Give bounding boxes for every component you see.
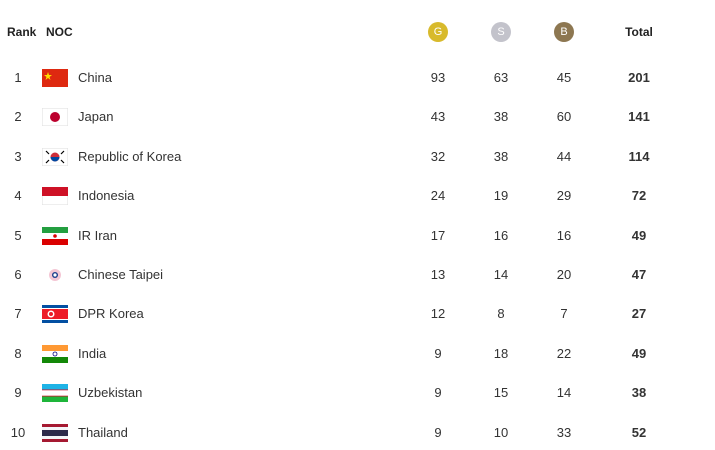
flag-icon bbox=[42, 384, 68, 403]
total-count: 47 bbox=[631, 267, 647, 282]
rank: 6 bbox=[14, 267, 22, 282]
gold-count: 9 bbox=[434, 345, 442, 361]
country-name: Uzbekistan bbox=[78, 385, 143, 401]
gold-count: 93 bbox=[430, 70, 446, 85]
total-count: 141 bbox=[628, 109, 650, 125]
total-count: 49 bbox=[631, 227, 647, 243]
flag-icon bbox=[42, 305, 68, 324]
bronze-count: 44 bbox=[556, 148, 572, 164]
gold-count: 13 bbox=[430, 267, 446, 282]
country-name: Indonesia bbox=[78, 188, 135, 204]
gold-count: 17 bbox=[430, 227, 446, 243]
total-count: 201 bbox=[628, 70, 650, 85]
country-name: India bbox=[78, 345, 107, 361]
flag bbox=[41, 186, 69, 206]
rank: 9 bbox=[14, 385, 22, 401]
bronze-count: 20 bbox=[556, 267, 572, 282]
gold-count: 43 bbox=[430, 109, 446, 125]
flag bbox=[42, 69, 68, 87]
total-count: 38 bbox=[631, 385, 647, 401]
flag bbox=[42, 226, 68, 245]
bronze-count: 16 bbox=[556, 227, 572, 243]
flag bbox=[41, 147, 69, 167]
total-count: 72 bbox=[631, 188, 647, 204]
noc-header: NOC bbox=[46, 25, 73, 39]
country-name: Republic of Korea bbox=[78, 148, 182, 164]
bronze-count: 22 bbox=[556, 345, 572, 361]
bronze-count: 33 bbox=[556, 424, 572, 440]
country-name: China bbox=[78, 70, 112, 85]
rank: 3 bbox=[14, 148, 22, 164]
total-count: 52 bbox=[631, 424, 647, 440]
rank: 2 bbox=[14, 109, 22, 125]
gold-count: 9 bbox=[434, 424, 442, 440]
gold-header: G bbox=[428, 22, 448, 42]
silver-count: 38 bbox=[493, 109, 509, 125]
bronze-count: 7 bbox=[560, 306, 568, 322]
silver-count: 18 bbox=[493, 345, 509, 361]
flag-icon bbox=[42, 266, 68, 284]
gold-count: 12 bbox=[430, 306, 446, 322]
rank: 4 bbox=[14, 188, 22, 204]
flag-icon bbox=[42, 344, 68, 363]
bronze-count: 29 bbox=[556, 188, 572, 204]
total-count: 49 bbox=[631, 345, 647, 361]
silver-header: S bbox=[491, 22, 511, 42]
flag bbox=[42, 266, 68, 284]
rank: 1 bbox=[14, 70, 22, 85]
bronze-count: 45 bbox=[556, 70, 572, 85]
silver-count: 15 bbox=[493, 385, 509, 401]
gold-count: 32 bbox=[430, 148, 446, 164]
country-name: Chinese Taipei bbox=[78, 267, 164, 282]
flag bbox=[42, 344, 68, 363]
country-name: Japan bbox=[78, 109, 114, 125]
rank: 8 bbox=[14, 345, 22, 361]
flag bbox=[42, 423, 68, 442]
country-name: Thailand bbox=[78, 424, 128, 440]
flag-icon bbox=[41, 147, 69, 167]
rank-header: Rank bbox=[7, 25, 37, 39]
gold-count: 24 bbox=[430, 188, 446, 204]
rank: 7 bbox=[14, 306, 22, 322]
silver-count: 38 bbox=[493, 148, 509, 164]
total-count: 114 bbox=[628, 148, 650, 164]
country-name: DPR Korea bbox=[78, 306, 144, 322]
flag-icon bbox=[42, 69, 68, 87]
country-name: IR Iran bbox=[78, 227, 118, 243]
rank: 5 bbox=[14, 227, 22, 243]
total-count: 27 bbox=[631, 306, 647, 322]
silver-count: 10 bbox=[493, 424, 509, 440]
total-header: Total bbox=[625, 25, 653, 39]
flag bbox=[41, 107, 69, 127]
flag-icon bbox=[41, 186, 69, 206]
flag bbox=[42, 305, 68, 324]
gold-count: 9 bbox=[434, 385, 442, 401]
bronze-count: 14 bbox=[556, 385, 572, 401]
silver-count: 63 bbox=[493, 70, 509, 85]
silver-count: 14 bbox=[493, 267, 509, 282]
flag bbox=[42, 384, 68, 403]
flag-icon bbox=[42, 226, 68, 245]
flag-icon bbox=[42, 423, 68, 442]
flag-icon bbox=[41, 107, 69, 127]
silver-count: 19 bbox=[493, 188, 509, 204]
rank: 10 bbox=[10, 424, 26, 440]
bronze-header: B bbox=[554, 22, 574, 42]
silver-count: 16 bbox=[493, 227, 509, 243]
bronze-count: 60 bbox=[556, 109, 572, 125]
silver-count: 8 bbox=[497, 306, 505, 322]
